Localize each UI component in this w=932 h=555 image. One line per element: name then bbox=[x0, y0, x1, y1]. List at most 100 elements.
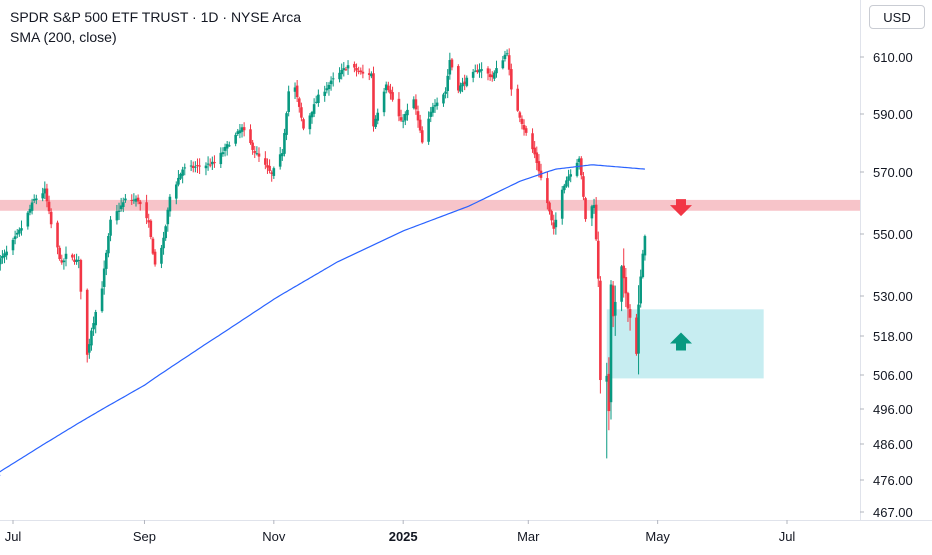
candle-2025-02-10[interactable] bbox=[486, 66, 490, 81]
candle-2024-12-23[interactable] bbox=[382, 87, 386, 117]
candle-2024-10-23[interactable] bbox=[253, 145, 257, 159]
candle-2024-10-16[interactable] bbox=[238, 123, 242, 139]
candle-2024-12-12[interactable] bbox=[359, 67, 363, 75]
candle-2025-03-14[interactable] bbox=[554, 212, 558, 235]
candle-2024-07-12[interactable] bbox=[35, 194, 38, 205]
candle-2024-07-18[interactable] bbox=[47, 195, 51, 215]
candle-2024-08-22[interactable] bbox=[121, 197, 125, 213]
candle-2025-02-26[interactable] bbox=[520, 115, 524, 130]
candle-2024-08-05[interactable] bbox=[85, 288, 89, 363]
candle-2025-04-24[interactable] bbox=[641, 249, 645, 279]
candle-2024-12-27[interactable] bbox=[391, 86, 394, 102]
candle-2024-08-02[interactable] bbox=[79, 258, 83, 300]
candle-2024-07-25[interactable] bbox=[62, 258, 66, 270]
candle-2024-11-05[interactable] bbox=[281, 148, 284, 161]
candle-2024-09-19[interactable] bbox=[181, 166, 184, 184]
candle-2024-10-11[interactable] bbox=[227, 141, 231, 147]
candle-2024-07-11[interactable] bbox=[32, 194, 36, 204]
candle-2024-12-20[interactable] bbox=[376, 108, 380, 125]
candle-2025-03-05[interactable] bbox=[535, 146, 539, 171]
candle-2024-10-02[interactable] bbox=[208, 158, 212, 168]
candle-2025-04-25[interactable] bbox=[643, 234, 647, 261]
candle-2025-04-23[interactable] bbox=[639, 269, 642, 308]
candle-2024-09-23[interactable] bbox=[189, 160, 193, 172]
candle-2025-03-10[interactable] bbox=[546, 171, 549, 210]
candle-2025-03-18[interactable] bbox=[563, 183, 566, 194]
candle-2024-12-11[interactable] bbox=[357, 66, 360, 75]
candle-2024-12-05[interactable] bbox=[344, 66, 348, 71]
candle-2025-02-27[interactable] bbox=[522, 119, 526, 136]
candle-2024-12-24[interactable] bbox=[384, 81, 388, 94]
candle-2024-07-30[interactable] bbox=[73, 254, 76, 265]
candle-2025-03-11[interactable] bbox=[548, 201, 551, 215]
candle-2024-10-04[interactable] bbox=[213, 155, 216, 168]
candle-2024-10-07[interactable] bbox=[219, 147, 223, 168]
candle-2024-12-26[interactable] bbox=[389, 83, 392, 100]
candle-2024-08-30[interactable] bbox=[138, 199, 142, 211]
candle-2025-01-22[interactable] bbox=[446, 69, 450, 99]
candle-2024-11-07[interactable] bbox=[285, 111, 288, 141]
candle-2024-10-22[interactable] bbox=[251, 139, 254, 155]
candle-2024-10-24[interactable] bbox=[255, 146, 259, 156]
candle-2024-11-04[interactable] bbox=[278, 147, 282, 170]
price-scale[interactable] bbox=[860, 0, 932, 550]
candle-2024-11-13[interactable] bbox=[297, 96, 301, 113]
candle-2024-07-23[interactable] bbox=[58, 245, 61, 261]
candle-2024-07-31[interactable] bbox=[75, 253, 78, 265]
candle-2024-12-10[interactable] bbox=[355, 63, 358, 77]
candle-2024-11-29[interactable] bbox=[331, 72, 335, 87]
candle-2025-04-04[interactable] bbox=[599, 276, 602, 394]
candle-2024-10-15[interactable] bbox=[236, 128, 240, 136]
candle-2025-01-29[interactable] bbox=[461, 77, 464, 93]
candle-2025-01-03[interactable] bbox=[406, 103, 409, 121]
candle-2025-01-14[interactable] bbox=[429, 107, 433, 123]
candle-2025-02-11[interactable] bbox=[488, 68, 492, 81]
candle-2024-10-28[interactable] bbox=[264, 151, 267, 170]
candle-2024-12-31[interactable] bbox=[399, 109, 403, 122]
candle-2024-11-28[interactable] bbox=[329, 76, 333, 91]
candle-2025-03-03[interactable] bbox=[531, 128, 534, 153]
candle-2024-06-27[interactable] bbox=[3, 249, 6, 264]
candle-2024-11-26[interactable] bbox=[325, 82, 329, 94]
candle-2025-02-24[interactable] bbox=[516, 84, 519, 112]
candle-2024-10-25[interactable] bbox=[257, 147, 261, 162]
candle-2025-04-14[interactable] bbox=[620, 265, 623, 312]
candle-2024-07-29[interactable] bbox=[71, 253, 74, 261]
candle-2025-04-18[interactable] bbox=[628, 304, 632, 331]
candle-2024-10-30[interactable] bbox=[268, 159, 271, 174]
candle-2025-04-16[interactable] bbox=[624, 267, 628, 308]
candle-2024-07-05[interactable] bbox=[20, 220, 23, 236]
candle-2024-09-27[interactable] bbox=[198, 158, 201, 174]
candle-2025-02-28[interactable] bbox=[524, 125, 528, 136]
indicator-label[interactable]: SMA (200, close) bbox=[10, 29, 117, 45]
candle-2024-09-04[interactable] bbox=[149, 219, 153, 240]
candle-2024-08-15[interactable] bbox=[107, 233, 110, 258]
candle-2025-01-17[interactable] bbox=[435, 97, 439, 110]
candle-2024-06-26[interactable] bbox=[1, 250, 4, 264]
candle-2024-09-05[interactable] bbox=[151, 236, 155, 255]
candle-2025-02-07[interactable] bbox=[480, 62, 483, 79]
candle-2024-07-09[interactable] bbox=[28, 204, 32, 216]
candle-2025-04-08[interactable] bbox=[607, 357, 611, 431]
candle-2024-08-14[interactable] bbox=[105, 249, 108, 276]
candle-2024-07-19[interactable] bbox=[49, 208, 53, 229]
candle-2025-01-30[interactable] bbox=[463, 74, 466, 91]
candle-2024-07-16[interactable] bbox=[43, 181, 47, 200]
candle-2025-01-10[interactable] bbox=[420, 126, 424, 144]
candle-2025-01-02[interactable] bbox=[404, 111, 407, 126]
candle-2024-12-04[interactable] bbox=[342, 62, 346, 77]
candle-2025-04-10[interactable] bbox=[611, 281, 615, 328]
candle-2024-07-24[interactable] bbox=[60, 254, 64, 265]
candle-2025-04-11[interactable] bbox=[613, 285, 617, 336]
candle-2025-02-04[interactable] bbox=[473, 64, 477, 73]
candle-2025-02-03[interactable] bbox=[471, 69, 475, 83]
candle-2025-02-18[interactable] bbox=[503, 50, 507, 62]
candle-2024-12-19[interactable] bbox=[374, 115, 377, 129]
candle-2024-07-01[interactable] bbox=[11, 237, 15, 256]
candle-2024-11-01[interactable] bbox=[272, 166, 276, 179]
candle-2025-01-01[interactable] bbox=[401, 114, 405, 129]
candle-2024-08-26[interactable] bbox=[130, 194, 134, 205]
currency-button[interactable]: USD bbox=[869, 5, 925, 29]
candle-2025-04-21[interactable] bbox=[635, 313, 638, 356]
candle-2025-01-07[interactable] bbox=[414, 94, 418, 115]
